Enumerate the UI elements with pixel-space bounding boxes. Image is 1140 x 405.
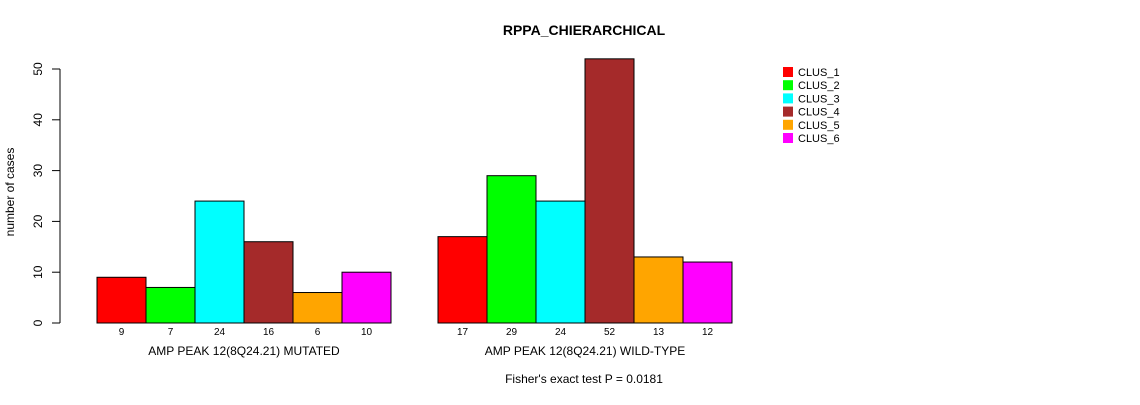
legend-label-clus-6: CLUS_6 — [798, 133, 840, 145]
y-tick-label: 0 — [31, 319, 45, 326]
y-tick-label: 50 — [31, 62, 45, 76]
bar-labels: 9 7 24 16 6 10 17 29 24 52 13 12 — [119, 327, 714, 338]
bar-value-label: 17 — [457, 327, 469, 338]
legend-swatch-clus-6 — [783, 133, 793, 143]
bar-clus-4-group-2 — [584, 58, 635, 324]
bar-clus-5-group-2 — [633, 256, 684, 324]
bar-value-label: 16 — [263, 327, 275, 338]
bar-clus-4-group-1 — [243, 241, 294, 324]
y-axis-label: number of cases — [3, 148, 17, 237]
legend-label-clus-1: CLUS_1 — [798, 67, 840, 79]
bar-value-label: 12 — [702, 327, 714, 338]
y-tick-label: 30 — [31, 164, 45, 178]
legend-swatch-clus-4 — [783, 106, 793, 117]
bar-value-label: 52 — [604, 327, 616, 338]
group-label-1: AMP PEAK 12(8Q24.21) MUTATED — [148, 344, 340, 358]
y-axis: 0 10 20 30 40 50 — [31, 62, 61, 326]
chart-title: RPPA_CHIERARCHICAL — [503, 22, 666, 38]
bar-clus-1-group-2 — [437, 236, 488, 324]
y-tick-label: 20 — [31, 214, 45, 228]
legend-label-clus-4: CLUS_4 — [798, 107, 840, 119]
legend-label-clus-2: CLUS_2 — [798, 80, 840, 92]
bar-value-label: 24 — [555, 327, 567, 338]
bar-clus-1-group-1 — [96, 276, 147, 324]
bar-value-label: 6 — [315, 327, 321, 338]
bar-clus-3-group-2 — [535, 200, 586, 324]
bar-clus-6-group-1 — [341, 271, 392, 324]
bar-value-label: 7 — [168, 327, 174, 338]
bar-value-label: 24 — [214, 327, 226, 338]
bar-value-label: 10 — [361, 327, 373, 338]
group-labels: AMP PEAK 12(8Q24.21) MUTATED AMP PEAK 12(… — [148, 344, 685, 358]
legend-label-clus-5: CLUS_5 — [798, 120, 840, 132]
fisher-test-footnote: Fisher's exact test P = 0.0181 — [505, 372, 663, 386]
legend-swatch-clus-3 — [783, 93, 793, 104]
bar-clus-5-group-1 — [292, 292, 343, 324]
bar-clus-2-group-2 — [486, 175, 537, 324]
bar-clus-3-group-1 — [194, 200, 245, 324]
bar-clus-6-group-2 — [682, 261, 733, 324]
y-tick-label: 10 — [31, 265, 45, 279]
bar-value-label: 13 — [653, 327, 665, 338]
bar-value-label: 9 — [119, 327, 125, 338]
legend-swatch-clus-1 — [783, 67, 793, 77]
legend-label-clus-3: CLUS_3 — [798, 93, 840, 105]
bar-clus-2-group-1 — [145, 286, 196, 324]
legend-swatch-clus-5 — [783, 119, 793, 130]
group-label-2: AMP PEAK 12(8Q24.21) WILD-TYPE — [485, 344, 686, 358]
bars — [96, 58, 733, 324]
y-tick-label: 40 — [31, 113, 45, 127]
legend-swatch-clus-2 — [783, 80, 793, 91]
bar-value-label: 29 — [506, 327, 518, 338]
